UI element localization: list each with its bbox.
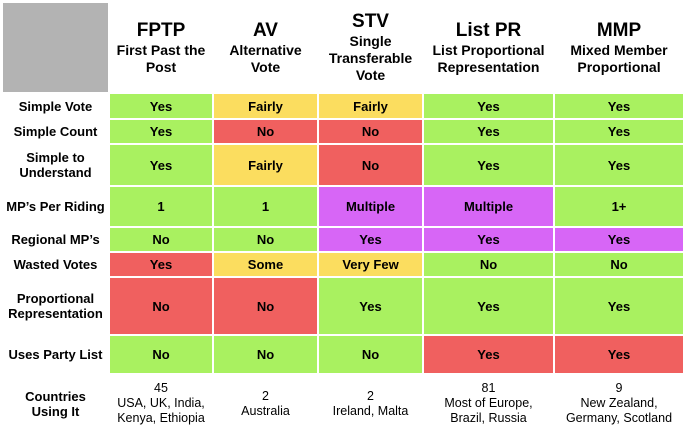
country-count: 45 <box>154 381 168 395</box>
system-abbr: MMP <box>596 19 642 41</box>
rating-cell: Fairly <box>212 92 319 120</box>
rating-cell: Yes <box>553 143 684 187</box>
rating-cell: Yes <box>553 276 684 336</box>
rating-cell: Yes <box>422 118 555 145</box>
rating-cell: Yes <box>108 92 214 120</box>
system-abbr: FPTP <box>136 19 186 41</box>
rating-cell: Yes <box>553 118 684 145</box>
rating-cell: No <box>212 226 319 253</box>
row-label: Uses Party List <box>1 334 110 375</box>
rating-cell: No <box>212 276 319 336</box>
header-row: FPTP First Past the Post AV Alternative Vot… <box>1 1 684 94</box>
system-abbr: STV <box>352 11 389 32</box>
system-name: Single Transferable Vote <box>328 33 413 83</box>
rating-cell: 1 <box>212 185 319 228</box>
country-list: Ireland, Malta <box>332 403 409 418</box>
rating-cell: Fairly <box>317 92 424 120</box>
rating-cell: No <box>108 334 214 375</box>
country-count: 2 <box>262 388 269 403</box>
rating-cell: No <box>317 334 424 375</box>
country-list: Australia <box>241 403 290 418</box>
corner-cell <box>1 1 110 94</box>
rating-cell: Fairly <box>212 143 319 187</box>
rating-cell: No <box>317 143 424 187</box>
column-header: MMP Mixed Member Proportional <box>553 1 684 94</box>
country-list: USA, UK, India, Kenya, Ethiopia <box>117 396 205 425</box>
country-cell: 45 USA, UK, India, Kenya, Ethiopia <box>108 373 214 434</box>
country-count: 9 <box>615 381 623 395</box>
rating-cell: No <box>212 334 319 375</box>
countries-row: Countries Using It 45 USA, UK, India, Keny… <box>1 373 684 434</box>
criteria-row: Simple Vote Yes Fairly Fairly Yes Yes <box>1 92 684 120</box>
rating-cell: 1+ <box>553 185 684 228</box>
rating-cell: Yes <box>422 143 555 187</box>
rating-cell: Yes <box>422 226 555 253</box>
rating-cell: No <box>553 251 684 278</box>
row-label: Regional MP’s <box>1 226 110 253</box>
country-count: 81 <box>481 381 496 395</box>
row-label: Simple Count <box>1 118 110 145</box>
rating-cell: Yes <box>108 118 214 145</box>
rating-cell: No <box>422 251 555 278</box>
row-label: Wasted Votes <box>1 251 110 278</box>
rating-cell: Yes <box>108 143 214 187</box>
country-count: 2 <box>367 388 374 403</box>
rating-cell: Yes <box>317 226 424 253</box>
criteria-row: MP’s Per Riding 1 1 Multiple Multiple 1+ <box>1 185 684 228</box>
system-name: List Proportional Representation <box>432 41 545 75</box>
criteria-row: Regional MP’s No No Yes Yes Yes <box>1 226 684 253</box>
criteria-row: Uses Party List No No No Yes Yes <box>1 334 684 375</box>
country-cell: 2 Ireland, Malta <box>317 373 424 434</box>
rating-cell: No <box>108 226 214 253</box>
rating-cell: Yes <box>108 251 214 278</box>
column-header: List PR List Proportional Representation <box>422 1 555 94</box>
column-header: STV Single Transferable Vote <box>317 1 424 94</box>
country-cell: 9 New Zealand, Germany, Scotland <box>553 373 684 434</box>
system-name: Alternative Vote <box>229 41 302 75</box>
system-name: First Past the Post <box>116 41 206 75</box>
country-list: New Zealand, Germany, Scotland <box>565 396 673 425</box>
system-abbr: AV <box>253 19 278 41</box>
system-name: Mixed Member Proportional <box>570 41 668 75</box>
rating-cell: Multiple <box>317 185 424 228</box>
row-label: Countries Using It <box>1 373 110 434</box>
rating-cell: Yes <box>317 276 424 336</box>
rating-cell: Some <box>212 251 319 278</box>
country-cell: 81 Most of Europe, Brazil, Russia <box>422 373 555 434</box>
rating-cell: Yes <box>553 334 684 375</box>
rating-cell: Yes <box>422 92 555 120</box>
row-label: Simple to Understand <box>1 143 110 187</box>
rating-cell: 1 <box>108 185 214 228</box>
criteria-row: Simple Count Yes No No Yes Yes <box>1 118 684 145</box>
rating-cell: Very Few <box>317 251 424 278</box>
rating-cell: Yes <box>422 334 555 375</box>
system-abbr: List PR <box>455 19 522 41</box>
rating-cell: Yes <box>422 276 555 336</box>
rating-cell: No <box>108 276 214 336</box>
rating-cell: Yes <box>553 92 684 120</box>
column-header: AV Alternative Vote <box>212 1 319 94</box>
country-cell: 2 Australia <box>212 373 319 434</box>
rating-cell: Multiple <box>422 185 555 228</box>
criteria-row: Simple to Understand Yes Fairly No Yes Yes <box>1 143 684 187</box>
criteria-row: Wasted Votes Yes Some Very Few No No <box>1 251 684 278</box>
row-label: Simple Vote <box>1 92 110 120</box>
country-list: Most of Europe, Brazil, Russia <box>444 396 533 425</box>
rating-cell: No <box>317 118 424 145</box>
rating-cell: No <box>212 118 319 145</box>
criteria-row: Proportional Representation No No Yes Yes Yes <box>1 276 684 336</box>
row-label: MP’s Per Riding <box>1 185 110 228</box>
rating-cell: Yes <box>553 226 684 253</box>
row-label: Proportional Representation <box>1 276 110 336</box>
column-header: FPTP First Past the Post <box>108 1 214 94</box>
